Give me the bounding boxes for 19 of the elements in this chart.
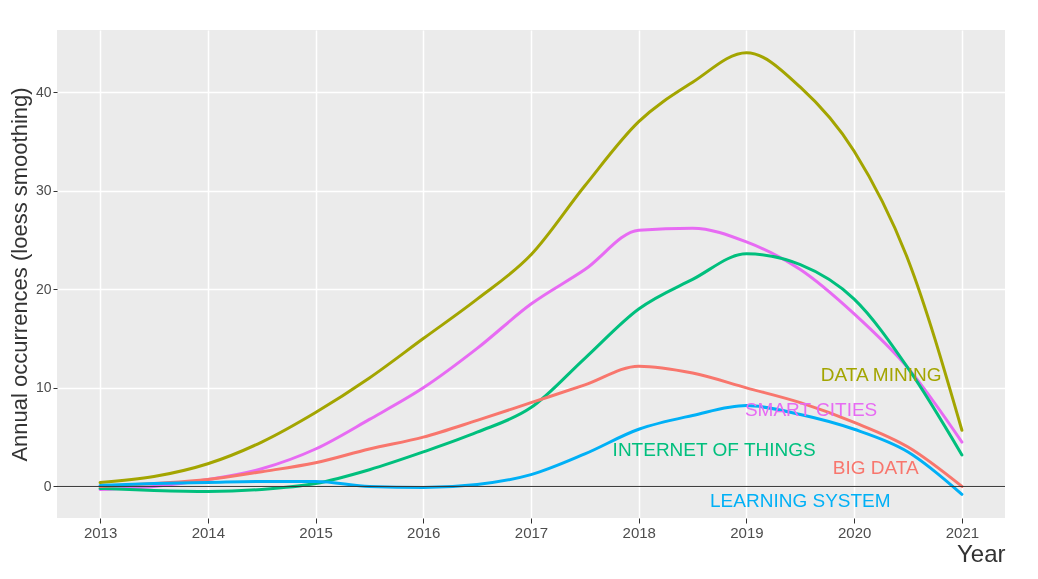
series-label: BIG DATA <box>832 456 919 478</box>
x-tick-label: 2021 <box>945 523 980 541</box>
x-tick-label: 2019 <box>730 523 764 541</box>
x-axis-title: Year <box>957 539 1006 567</box>
x-tick-label: 2018 <box>622 523 656 541</box>
y-tick-label: 30 <box>35 182 52 199</box>
x-tick-label: 2014 <box>191 523 226 541</box>
text: LEARNING SYSTEM <box>710 490 891 512</box>
y-tick-label: 10 <box>35 379 52 396</box>
y-tick-label: 20 <box>35 280 52 297</box>
y-tick-label: 40 <box>35 83 52 100</box>
x-tick-label: 2015 <box>299 523 333 541</box>
text: INTERNET OF THINGS <box>612 438 816 460</box>
x-tick-label: 2013 <box>83 523 118 541</box>
x-tick-label: 2017 <box>514 523 549 541</box>
y-tick-label: 0 <box>43 477 52 494</box>
x-tick-label: 2016 <box>407 523 441 541</box>
y-axis-title: Annual occurrences (loess smoothing) <box>6 87 32 462</box>
x-tick-label: 2020 <box>837 523 872 541</box>
